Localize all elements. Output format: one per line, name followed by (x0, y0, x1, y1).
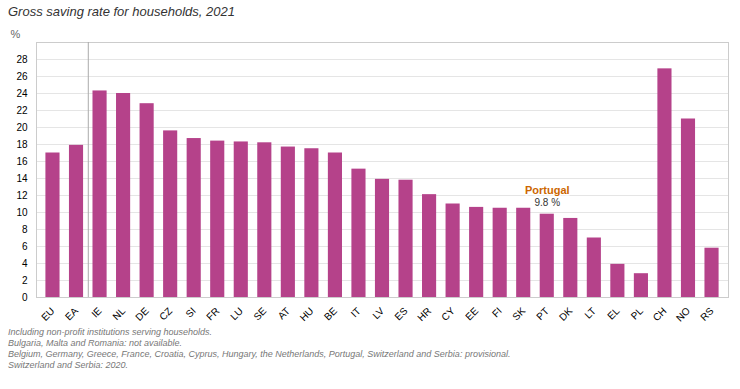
svg-text:28: 28 (16, 54, 28, 65)
svg-text:9.8 %: 9.8 % (534, 197, 560, 208)
svg-text:PL: PL (629, 305, 646, 322)
svg-text:CZ: CZ (157, 305, 174, 322)
svg-text:IT: IT (349, 305, 363, 319)
svg-text:EE: EE (463, 305, 480, 322)
svg-text:DK: DK (557, 305, 575, 323)
svg-text:0: 0 (22, 292, 28, 303)
svg-text:ES: ES (393, 305, 410, 322)
svg-text:6: 6 (22, 241, 28, 252)
svg-text:HU: HU (298, 305, 316, 323)
svg-text:RS: RS (698, 305, 716, 323)
svg-text:18: 18 (16, 139, 28, 150)
html-text:Switzerland and Serbia: 2020.: Switzerland and Serbia: 2020. (8, 360, 129, 370)
svg-text:EA: EA (63, 305, 80, 322)
svg-text:%: % (11, 28, 21, 40)
svg-text:CY: CY (439, 305, 457, 323)
svg-text:20: 20 (16, 122, 28, 133)
svg-text:Portugal: Portugal (525, 184, 570, 196)
svg-text:BE: BE (322, 305, 339, 322)
svg-text:8: 8 (22, 224, 28, 235)
svg-text:16: 16 (16, 156, 28, 167)
svg-text:2: 2 (22, 275, 28, 286)
svg-text:PT: PT (534, 305, 551, 322)
svg-text:AT: AT (276, 305, 292, 321)
html-text:Bulgaria, Malta and Romania: n: Bulgaria, Malta and Romania: not availab… (8, 338, 183, 348)
svg-text:26: 26 (16, 71, 28, 82)
svg-text:SI: SI (183, 305, 197, 319)
svg-text:HR: HR (415, 305, 433, 323)
svg-text:14: 14 (16, 173, 28, 184)
svg-text:24: 24 (16, 88, 28, 99)
svg-text:22: 22 (16, 105, 28, 116)
svg-text:LV: LV (370, 305, 386, 321)
svg-text:SE: SE (251, 305, 268, 322)
svg-text:EL: EL (605, 305, 622, 322)
svg-text:FI: FI (490, 305, 504, 319)
svg-text:EU: EU (39, 305, 57, 323)
svg-text:10: 10 (16, 207, 28, 218)
svg-text:4: 4 (22, 258, 28, 269)
svg-text:LT: LT (583, 305, 599, 321)
html-text:Belgium, Germany, Greece, Fran: Belgium, Germany, Greece, France, Croati… (8, 349, 511, 359)
svg-text:DE: DE (133, 305, 151, 323)
html-text:Gross saving rate for househol: Gross saving rate for households, 2021 (8, 4, 235, 19)
svg-text:SK: SK (510, 305, 527, 322)
svg-text:NO: NO (674, 305, 693, 324)
svg-text:FR: FR (204, 305, 221, 322)
svg-text:IE: IE (89, 305, 104, 320)
svg-text:CH: CH (651, 305, 669, 323)
svg-text:12: 12 (16, 190, 28, 201)
html-text:Including non-profit instituti: Including non-profit institutions servin… (8, 327, 213, 337)
svg-text:NL: NL (110, 305, 127, 322)
svg-text:LU: LU (228, 305, 245, 322)
